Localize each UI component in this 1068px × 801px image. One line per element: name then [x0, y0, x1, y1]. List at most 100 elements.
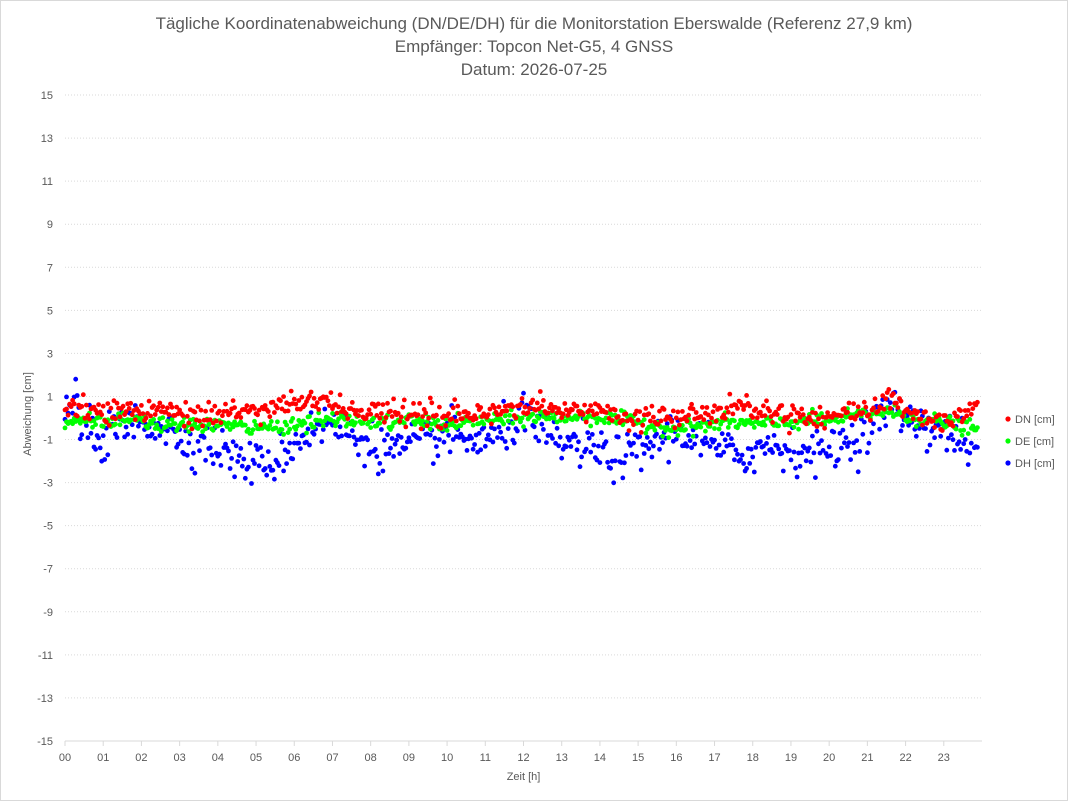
data-point: [643, 406, 649, 411]
data-point: [722, 437, 728, 443]
data-point: [722, 416, 728, 421]
data-point: [82, 415, 88, 421]
data-point: [444, 428, 450, 433]
data-point: [191, 450, 196, 456]
data-point: [591, 442, 597, 448]
data-point: [363, 416, 369, 421]
data-point: [673, 415, 679, 421]
data-point: [652, 427, 658, 433]
data-point: [149, 420, 155, 426]
data-point: [427, 426, 433, 432]
data-points: [62, 376, 980, 486]
data-point: [849, 422, 855, 428]
data-point: [131, 434, 137, 440]
data-point: [684, 418, 690, 424]
data-point: [832, 463, 838, 469]
y-tick-label: 1: [47, 391, 53, 403]
data-point: [589, 432, 595, 437]
data-point: [106, 423, 112, 428]
data-point: [699, 404, 705, 410]
data-point: [74, 393, 80, 398]
data-point: [201, 435, 207, 440]
data-point: [143, 415, 149, 421]
data-point: [840, 427, 846, 433]
data-point: [353, 442, 358, 447]
data-point: [837, 430, 843, 436]
data-point: [229, 456, 235, 461]
data-point: [683, 427, 688, 432]
data-point: [93, 422, 98, 427]
data-point: [178, 438, 184, 444]
data-point: [322, 406, 328, 412]
data-point: [947, 414, 953, 420]
data-point: [424, 423, 430, 429]
data-point: [762, 451, 768, 456]
data-point: [701, 417, 707, 423]
data-point: [434, 412, 439, 418]
data-point: [102, 457, 108, 462]
chart-title: Tägliche Koordinatenabweichung (DN/DE/DH…: [156, 14, 913, 79]
data-point: [651, 414, 656, 420]
data-point: [842, 440, 847, 446]
data-point: [139, 403, 144, 408]
data-point: [754, 415, 760, 421]
data-point: [953, 426, 959, 432]
data-point: [684, 443, 690, 449]
data-point: [883, 423, 889, 429]
data-point: [924, 449, 930, 454]
data-point: [771, 433, 777, 438]
y-tick-label: 15: [41, 90, 53, 102]
data-point: [113, 421, 118, 427]
data-point: [117, 422, 123, 428]
data-point: [267, 414, 273, 420]
data-point: [403, 445, 409, 451]
data-point: [333, 431, 338, 437]
data-point: [521, 424, 526, 430]
data-point: [262, 403, 268, 408]
data-point: [256, 407, 262, 413]
data-point: [322, 418, 328, 424]
data-point: [123, 409, 129, 414]
data-point: [430, 461, 436, 466]
data-point: [854, 438, 860, 443]
data-point: [356, 413, 361, 419]
data-point: [787, 448, 792, 453]
y-tick-label: 3: [47, 348, 53, 360]
data-point: [242, 422, 248, 428]
data-point: [435, 418, 441, 423]
data-point: [660, 433, 665, 439]
data-point: [886, 387, 892, 392]
data-point: [712, 426, 717, 431]
data-point: [374, 454, 380, 459]
data-point: [320, 423, 326, 429]
data-point: [851, 401, 856, 407]
data-point: [180, 419, 186, 425]
data-point: [666, 459, 672, 465]
data-point: [813, 475, 818, 480]
data-point: [85, 412, 91, 418]
data-point: [505, 426, 511, 431]
data-point: [96, 435, 101, 441]
data-point: [961, 416, 967, 422]
data-point: [163, 441, 169, 447]
series-0: [62, 387, 980, 436]
x-tick-label: 23: [938, 752, 950, 764]
data-point: [579, 454, 584, 460]
data-point: [637, 434, 643, 440]
data-point: [620, 475, 626, 481]
data-point: [730, 442, 736, 448]
data-point: [313, 404, 318, 409]
data-point: [576, 439, 581, 445]
data-point: [288, 388, 294, 394]
x-axis-title: Zeit [h]: [507, 771, 541, 783]
data-point: [432, 435, 438, 441]
data-point: [861, 419, 867, 425]
y-tick-label: 7: [47, 262, 53, 274]
data-point: [485, 412, 491, 418]
data-point: [117, 414, 123, 420]
data-point: [244, 403, 250, 409]
data-point: [470, 446, 476, 452]
data-point: [609, 418, 615, 423]
data-point: [236, 410, 242, 416]
data-point: [351, 434, 357, 440]
